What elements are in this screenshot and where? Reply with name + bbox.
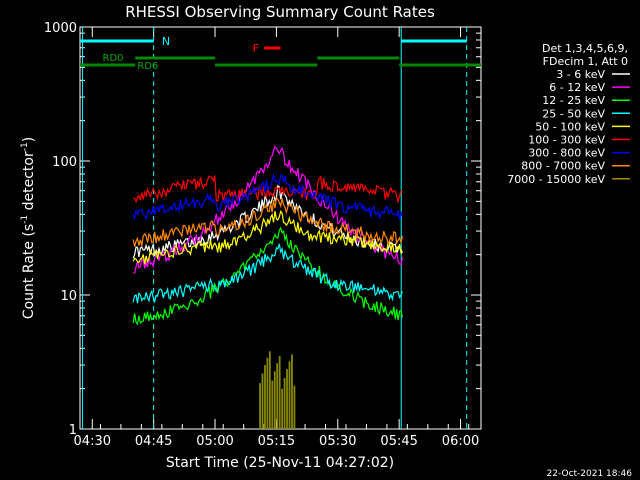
footer-date: 22-Oct-2021 18:46 (547, 469, 633, 479)
legend-label: 25 - 50 keV (542, 107, 605, 120)
chart-title: RHESSI Observing Summary Count Rates (125, 3, 435, 21)
x-tick-label: 05:45 (380, 434, 417, 449)
legend-header: FDecim 1, Att 0 (543, 55, 628, 68)
legend-label: 7000 - 15000 keV (507, 173, 605, 186)
series-line-4 (132, 210, 403, 265)
legend-label: 12 - 25 keV (542, 94, 605, 107)
series-lines (132, 145, 403, 429)
series-line-2 (132, 226, 403, 326)
x-tick-label: 05:00 (196, 434, 233, 449)
legend-label: 800 - 7000 keV (521, 160, 605, 173)
series-line-0 (132, 184, 403, 259)
rd6-label: RD6 (137, 61, 158, 72)
y-axis-label: Count Rate (s-1 detector-1) (20, 137, 37, 319)
flare-label: F (253, 42, 259, 55)
x-tick-label: 05:30 (319, 434, 356, 449)
legend-label: 100 - 300 keV (528, 134, 605, 147)
x-tick-label: 04:45 (135, 434, 172, 449)
legend-label: 3 - 6 keV (556, 68, 605, 81)
x-tick-label: 05:15 (258, 434, 295, 449)
y-tick-label: 1000 (44, 21, 77, 36)
x-axis: 04:30 04:45 05:00 05:15 05:30 05:45 06:00 (74, 27, 479, 449)
series-line-7 (132, 197, 403, 247)
series-line-3 (132, 243, 403, 304)
legend-header: Det 1,3,4,5,6,9, (542, 42, 628, 55)
x-tick-label: 06:00 (442, 434, 479, 449)
orbit-bars: N F RD0 RD6 (80, 27, 481, 429)
legend: Det 1,3,4,5,6,9,FDecim 1, Att 03 - 6 keV… (507, 42, 630, 186)
legend-label: 50 - 100 keV (535, 120, 605, 133)
rd0-label: RD0 (103, 53, 124, 64)
legend-label: 6 - 12 keV (549, 81, 605, 94)
y-tick-label: 100 (52, 155, 77, 170)
y-tick-label: 1 (69, 423, 77, 438)
series-line-6 (132, 172, 403, 221)
legend-label: 300 - 800 keV (528, 147, 605, 160)
x-axis-label: Start Time (25-Nov-11 04:27:02) (166, 455, 394, 471)
night-label: N (162, 35, 170, 48)
y-axis: 1 10 100 1000 (44, 21, 481, 438)
y-tick-label: 10 (60, 289, 77, 304)
x-tick-label: 04:30 (74, 434, 111, 449)
